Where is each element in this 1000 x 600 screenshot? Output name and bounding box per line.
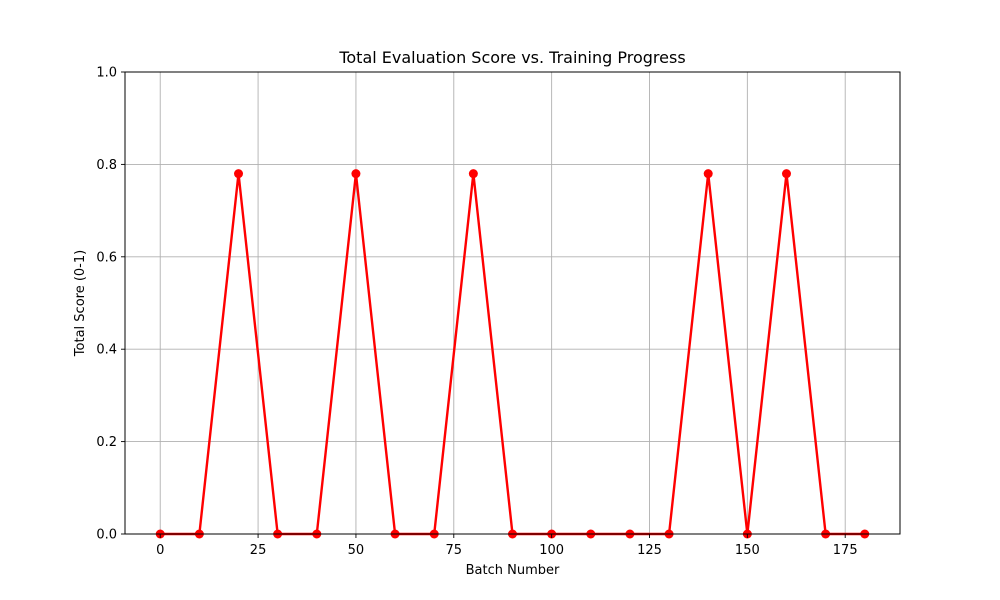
y-tick-label: 0.8 (96, 158, 117, 173)
y-axis-label: Total Score (0-1) (73, 250, 88, 357)
data-point (468, 169, 478, 179)
x-tick-label: 50 (348, 543, 365, 558)
x-tick-label: 0 (156, 543, 164, 558)
x-tick-label: 25 (250, 543, 267, 558)
y-tick-label: 0.0 (96, 528, 117, 543)
x-tick-label: 150 (735, 543, 760, 558)
x-tick-label: 100 (539, 543, 564, 558)
axis-ticks: 0 25 50 75 100 125 150 175 0.0 0.2 0.4 0.6 0.8 1.0 (96, 66, 857, 559)
x-tick-label: 175 (833, 543, 858, 558)
y-tick-label: 0.6 (96, 250, 117, 265)
data-point (703, 169, 713, 179)
data-point (351, 169, 361, 179)
data-point (781, 169, 791, 179)
chart-title: Total Evaluation Score vs. Training Prog… (338, 48, 685, 67)
y-tick-label: 0.4 (96, 343, 117, 358)
y-tick-label: 1.0 (96, 66, 117, 81)
x-tick-label: 75 (446, 543, 463, 558)
y-tick-label: 0.2 (96, 435, 117, 450)
x-tick-label: 125 (637, 543, 662, 558)
plot-frame (124, 71, 901, 535)
data-point (234, 169, 244, 179)
x-axis-label: Batch Number (466, 563, 560, 578)
